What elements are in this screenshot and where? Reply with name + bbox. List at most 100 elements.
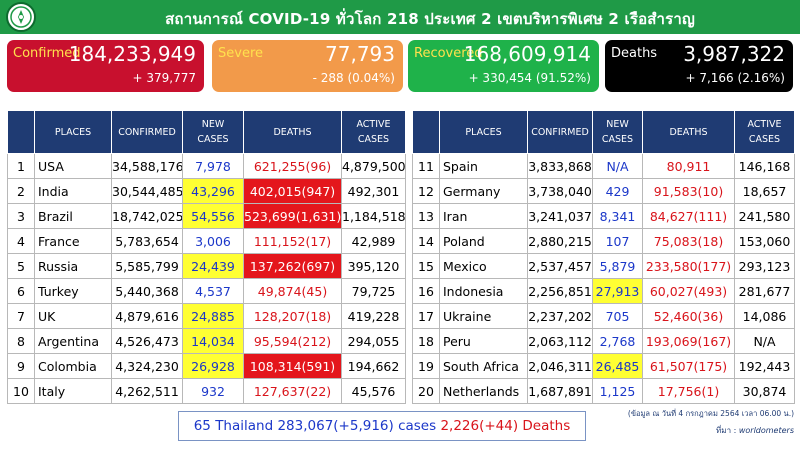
confirmed-cell: 3,241,037 — [527, 203, 593, 229]
table-body-left: 1 USA 34,588,176 7,978 621,255(96) 4,879,500 2… — [7, 153, 406, 404]
rank-cell: 10 — [7, 378, 35, 404]
confirmed-cell: 4,879,616 — [111, 303, 183, 329]
rank-cell: 11 — [412, 153, 440, 179]
table-row: 12 Germany 3,738,040 429 91,583(10) 18,657 — [412, 178, 795, 204]
deaths-cell: 137,262(697) — [243, 253, 342, 279]
confirmed-cell: 2,063,112 — [527, 328, 593, 354]
rank-cell: 18 — [412, 328, 440, 354]
place-cell: India — [34, 178, 112, 204]
rank-cell: 20 — [412, 378, 440, 404]
place-cell: Netherlands — [439, 378, 528, 404]
table-row: 2 India 30,544,485 43,296 402,015(947) 492,30… — [7, 178, 406, 204]
deaths-card: Deaths 3,987,322 + 7,166 (2.16%) — [605, 40, 793, 92]
confirmed-cell: 5,585,799 — [111, 253, 183, 279]
new-cases-cell: 8,341 — [592, 203, 643, 229]
deaths-header: DEATHS — [243, 110, 342, 154]
active-header-line1: ACTIVE — [356, 119, 391, 130]
new-cases-cell: 5,879 — [592, 253, 643, 279]
new-header-line2: CASES — [601, 134, 634, 145]
rank-cell: 17 — [412, 303, 440, 329]
new-cases-cell: 24,439 — [182, 253, 244, 279]
places-header: PLACES — [439, 110, 528, 154]
deaths-cell: 91,583(10) — [642, 178, 735, 204]
rank-cell: 5 — [7, 253, 35, 279]
confirmed-cell: 3,833,868 — [527, 153, 593, 179]
place-cell: Mexico — [439, 253, 528, 279]
recovered-card: Recovered 168,609,914 + 330,454 (91.52%) — [408, 40, 599, 92]
active-header-line2: CASES — [748, 134, 781, 145]
rank-cell: 1 — [7, 153, 35, 179]
rank-header — [7, 110, 35, 154]
confirmed-cell: 2,537,457 — [527, 253, 593, 279]
page-title: สถานการณ์ COVID-19 ทั่วโลก 218 ประเทศ 2 … — [165, 10, 695, 28]
countries-table-right: PLACES CONFIRMED NEW CASES DEATHS ACTIVE C… — [412, 110, 795, 404]
active-cases-cell: 1,184,518 — [341, 203, 406, 229]
table-row: 13 Iran 3,241,037 8,341 84,627(111) 241,580 — [412, 203, 795, 229]
new-cases-cell: 107 — [592, 228, 643, 254]
thailand-rank-place: 65 Thailand — [193, 418, 274, 434]
table-header-row: PLACES CONFIRMED NEW CASES DEATHS ACTIVE C… — [412, 110, 795, 154]
place-cell: Indonesia — [439, 278, 528, 304]
new-cases-cell: 43,296 — [182, 178, 244, 204]
confirmed-cell: 2,237,202 — [527, 303, 593, 329]
table-row: 10 Italy 4,262,511 932 127,637(22) 45,576 — [7, 378, 406, 404]
active-cases-cell: 18,657 — [734, 178, 795, 204]
new-cases-cell: 54,556 — [182, 203, 244, 229]
source-label: ที่มา : — [716, 426, 737, 435]
new-cases-cell: 4,537 — [182, 278, 244, 304]
confirmed-cell: 34,588,176 — [111, 153, 183, 179]
place-cell: Russia — [34, 253, 112, 279]
deaths-cell: 52,460(36) — [642, 303, 735, 329]
deaths-cell: 523,699(1,631) — [243, 203, 342, 229]
deaths-label: Deaths — [611, 46, 658, 61]
severe-label: Severe — [218, 46, 263, 61]
active-cases-header: ACTIVE CASES — [734, 110, 795, 154]
deaths-cell: 49,874(45) — [243, 278, 342, 304]
deaths-cell: 233,580(177) — [642, 253, 735, 279]
confirmed-cell: 2,046,311 — [527, 353, 593, 379]
severe-value: 77,793 — [325, 42, 395, 66]
confirmed-cell: 1,687,891 — [527, 378, 593, 404]
rank-cell: 8 — [7, 328, 35, 354]
deaths-cell: 193,069(167) — [642, 328, 735, 354]
deaths-cell: 80,911 — [642, 153, 735, 179]
deaths-cell: 60,027(493) — [642, 278, 735, 304]
severe-delta: - 288 (0.04%) — [312, 71, 395, 85]
rank-cell: 13 — [412, 203, 440, 229]
place-cell: Italy — [34, 378, 112, 404]
new-cases-cell: 7,978 — [182, 153, 244, 179]
rank-header — [412, 110, 440, 154]
place-cell: Argentina — [34, 328, 112, 354]
place-cell: UK — [34, 303, 112, 329]
place-cell: France — [34, 228, 112, 254]
place-cell: South Africa — [439, 353, 528, 379]
new-header-line2: CASES — [197, 134, 229, 145]
source-value: worldometers — [738, 426, 794, 435]
rank-cell: 16 — [412, 278, 440, 304]
place-cell: Brazil — [34, 203, 112, 229]
active-cases-cell: 293,123 — [734, 253, 795, 279]
confirmed-cell: 2,256,851 — [527, 278, 593, 304]
table-row: 1 USA 34,588,176 7,978 621,255(96) 4,879,500 — [7, 153, 406, 179]
table-row: 17 Ukraine 2,237,202 705 52,460(36) 14,086 — [412, 303, 795, 329]
confirmed-cell: 3,738,040 — [527, 178, 593, 204]
confirmed-cell: 18,742,025 — [111, 203, 183, 229]
active-cases-cell: 4,879,500 — [341, 153, 406, 179]
table-row: 19 South Africa 2,046,311 26,485 61,507(175)… — [412, 353, 795, 379]
place-cell: Ukraine — [439, 303, 528, 329]
confirmed-header: CONFIRMED — [527, 110, 593, 154]
rank-cell: 4 — [7, 228, 35, 254]
deaths-cell: 111,152(17) — [243, 228, 342, 254]
table-row: 11 Spain 3,833,868 N/A 80,911 146,168 — [412, 153, 795, 179]
table-row: 9 Colombia 4,324,230 26,928 108,314(591) 194,… — [7, 353, 406, 379]
ministry-logo-icon — [6, 2, 36, 32]
table-row: 8 Argentina 4,526,473 14,034 95,594(212) 294,… — [7, 328, 406, 354]
confirmed-header: CONFIRMED — [111, 110, 183, 154]
place-cell: Poland — [439, 228, 528, 254]
confirmed-value: 184,233,949 — [68, 42, 196, 66]
active-header-line1: ACTIVE — [747, 119, 782, 130]
deaths-delta: + 7,166 (2.16%) — [685, 71, 785, 85]
thailand-deaths: 2,226(+44) Deaths — [440, 418, 571, 434]
new-cases-cell: 24,885 — [182, 303, 244, 329]
place-cell: Spain — [439, 153, 528, 179]
